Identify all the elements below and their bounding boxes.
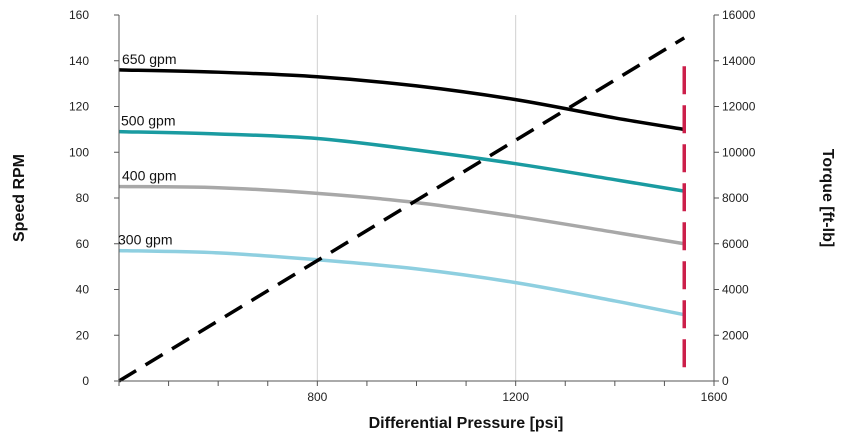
- series-label-2: 400 gpm: [122, 168, 176, 184]
- x-tick-label-1: 1200: [502, 390, 529, 404]
- y2-tick-label-2: 4000: [722, 283, 749, 297]
- series-line-0: [118, 68, 685, 132]
- y2-tick-label-5: 10000: [722, 145, 756, 159]
- y-axis-title: Speed RPM: [11, 154, 28, 242]
- y2-tick-label-8: 16000: [722, 8, 756, 22]
- series-label-3: 300 gpm: [118, 232, 172, 248]
- y-tick-label-0: 0: [82, 374, 89, 388]
- grid: [316, 15, 517, 381]
- y-tick-label-5: 100: [69, 145, 89, 159]
- y2-tick-label-1: 2000: [722, 328, 749, 342]
- y-tick-label-4: 80: [76, 191, 90, 205]
- x-axis-title: Differential Pressure [psi]: [369, 415, 564, 432]
- x-tick-label-0: 800: [307, 390, 327, 404]
- series-labels: 650 gpm 500 gpm 400 gpm 300 gpm: [118, 51, 176, 248]
- series-line-1: [118, 129, 685, 193]
- series-line-2: [118, 184, 685, 246]
- y-tick-label-8: 160: [69, 8, 89, 22]
- series-layer: [118, 36, 686, 383]
- x-tick-label-2: 1600: [701, 390, 728, 404]
- y-tick-label-3: 60: [76, 237, 90, 251]
- y2-tick-label-0: 0: [722, 374, 729, 388]
- y-tick-label-7: 140: [69, 54, 89, 68]
- axes: 800 1200 160002040608010012014016002000400…: [69, 8, 756, 404]
- y-tick-label-2: 40: [76, 283, 90, 297]
- series-line-4: [118, 36, 686, 383]
- y2-tick-label-7: 14000: [722, 54, 756, 68]
- series-line-3: [118, 248, 685, 317]
- y2-tick-label-3: 6000: [722, 237, 749, 251]
- series-label-0: 650 gpm: [122, 51, 176, 67]
- y2-tick-label-6: 12000: [722, 100, 756, 114]
- y-tick-label-6: 120: [69, 100, 89, 114]
- y2-axis-title: Torque [ft-lb]: [819, 149, 836, 247]
- y2-tick-label-4: 8000: [722, 191, 749, 205]
- y-tick-label-1: 20: [76, 328, 90, 342]
- series-label-1: 500 gpm: [121, 113, 175, 129]
